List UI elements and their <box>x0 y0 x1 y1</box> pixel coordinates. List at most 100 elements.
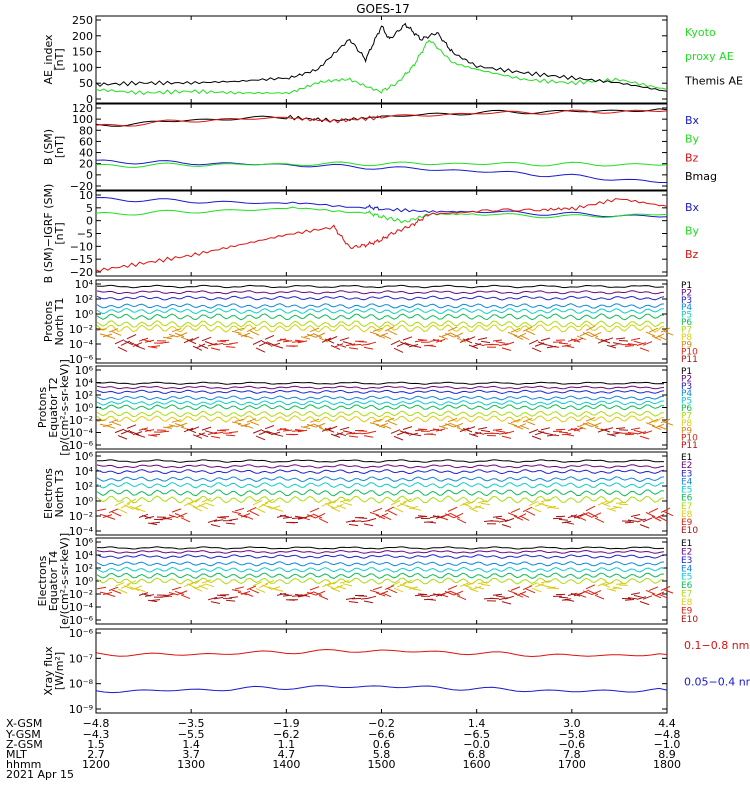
y-tick-label: 120 <box>72 102 93 115</box>
legend-entry: E8 <box>681 598 693 608</box>
y-tick-label: 10² <box>75 293 93 306</box>
y-tick-label: 40 <box>79 147 93 160</box>
y-tick-label: 0 <box>86 215 93 228</box>
legend-entry: P6 <box>681 318 692 328</box>
axis-value: −6.6 <box>368 728 395 741</box>
series-line <box>95 685 668 694</box>
row-label: Z-GSM <box>6 738 43 751</box>
legend-entry: P2 <box>681 288 692 298</box>
legend-entry: P5 <box>681 311 692 321</box>
y-tick-label: 10⁴ <box>75 465 94 478</box>
legend-entry: P1 <box>681 281 692 291</box>
panel-frame <box>95 451 668 536</box>
channel-line <box>96 410 665 418</box>
panel-frame <box>95 103 668 191</box>
legend-entry: Bmag <box>685 170 717 183</box>
panel-frame <box>95 628 668 714</box>
axis-value: 3.7 <box>182 748 200 761</box>
legend-entry: E5 <box>681 573 692 583</box>
series-line <box>95 196 668 218</box>
legend-entry: 0.05−0.4 nm <box>684 676 750 689</box>
y-tick-label: 10⁻⁴ <box>69 601 94 614</box>
legend-entry: Themis AE <box>684 74 743 87</box>
y-axis-label: Electrons <box>42 468 55 519</box>
axis-value: 4.4 <box>658 717 676 730</box>
channel-line <box>96 295 665 301</box>
y-axis-label: AE_index <box>42 34 55 85</box>
y-axis-label: [e/(cm²-s-sr-keV)] <box>58 533 71 629</box>
legend-entry: P9 <box>681 426 692 436</box>
legend-entry: By <box>685 225 700 238</box>
legend-entry: E2 <box>681 547 692 557</box>
channel-line <box>96 469 665 475</box>
y-tick-label: 10⁰ <box>75 495 94 508</box>
series-line <box>95 648 668 658</box>
y-tick-label: 10⁻⁶ <box>69 627 94 640</box>
axis-value: −1.9 <box>273 717 300 730</box>
axis-value: 1200 <box>82 758 110 771</box>
channel-line <box>138 513 653 529</box>
y-axis-label: [nT] <box>53 222 66 244</box>
y-axis-label: Equator T2 <box>47 377 60 437</box>
axis-value: 4.7 <box>278 748 296 761</box>
legend-entry: Bx <box>685 114 700 127</box>
y-tick-label: 100 <box>72 113 93 126</box>
legend-entry: P8 <box>681 333 692 343</box>
series-line <box>95 206 668 224</box>
y-tick-label: 10⁻⁴ <box>69 338 94 351</box>
y-tick-label: 200 <box>72 30 93 43</box>
legend-entry: P5 <box>681 397 692 407</box>
y-tick-label: 10⁻² <box>69 588 93 601</box>
channel-line <box>96 554 665 559</box>
y-axis-label: Protons <box>42 301 55 342</box>
axis-value: 8.9 <box>658 748 676 761</box>
legend-entry: E1 <box>681 453 692 463</box>
axis-value: 1300 <box>177 758 205 771</box>
legend-entry: P8 <box>681 419 692 429</box>
channel-line <box>114 579 629 594</box>
axis-value: 3.0 <box>563 717 581 730</box>
y-tick-label: 10² <box>75 389 93 402</box>
y-tick-label: 10⁶ <box>75 536 94 549</box>
axis-value: 2.7 <box>87 748 105 761</box>
legend-entry: E9 <box>681 518 693 528</box>
y-tick-label: 10⁻⁶ <box>69 353 94 366</box>
channel-line <box>96 476 665 483</box>
row-label: X-GSM <box>6 717 42 730</box>
y-tick-label: 10⁻² <box>69 414 93 427</box>
y-tick-label: 0 <box>86 93 93 106</box>
axis-value: −0.2 <box>368 717 395 730</box>
channel-line <box>96 290 665 295</box>
y-axis-label: North T1 <box>53 298 66 346</box>
channel-line <box>96 323 665 333</box>
y-tick-label: 10⁴ <box>75 377 94 390</box>
panel-ae: 250 200 150 100 50 0 AE_index[nT] Kyoto proxy AE… <box>42 14 743 106</box>
axis-value: 1.5 <box>87 738 105 751</box>
y-tick-label: 10⁻² <box>69 323 93 336</box>
y-tick-label: 10² <box>75 562 93 575</box>
channel-line <box>96 320 665 328</box>
axis-value: −3.5 <box>178 717 205 730</box>
axis-value: −0.6 <box>558 738 585 751</box>
legend-entry: P9 <box>681 340 692 350</box>
axis-value: 1500 <box>368 758 396 771</box>
channel-line <box>96 307 665 315</box>
channel-line <box>96 404 664 411</box>
series-line <box>95 108 668 127</box>
y-tick-label: 10⁰ <box>75 308 94 321</box>
y-axis-label: Protons <box>36 387 49 428</box>
channel-line <box>96 325 674 343</box>
y-tick-label: 10⁻⁶ <box>69 614 94 627</box>
y-axis-label: [W/m²] <box>53 652 66 690</box>
axis-value: 6.8 <box>468 748 486 761</box>
legend-entry: P11 <box>681 441 698 451</box>
channel-line <box>96 495 665 504</box>
y-tick-label: 10⁻⁷ <box>69 652 93 665</box>
